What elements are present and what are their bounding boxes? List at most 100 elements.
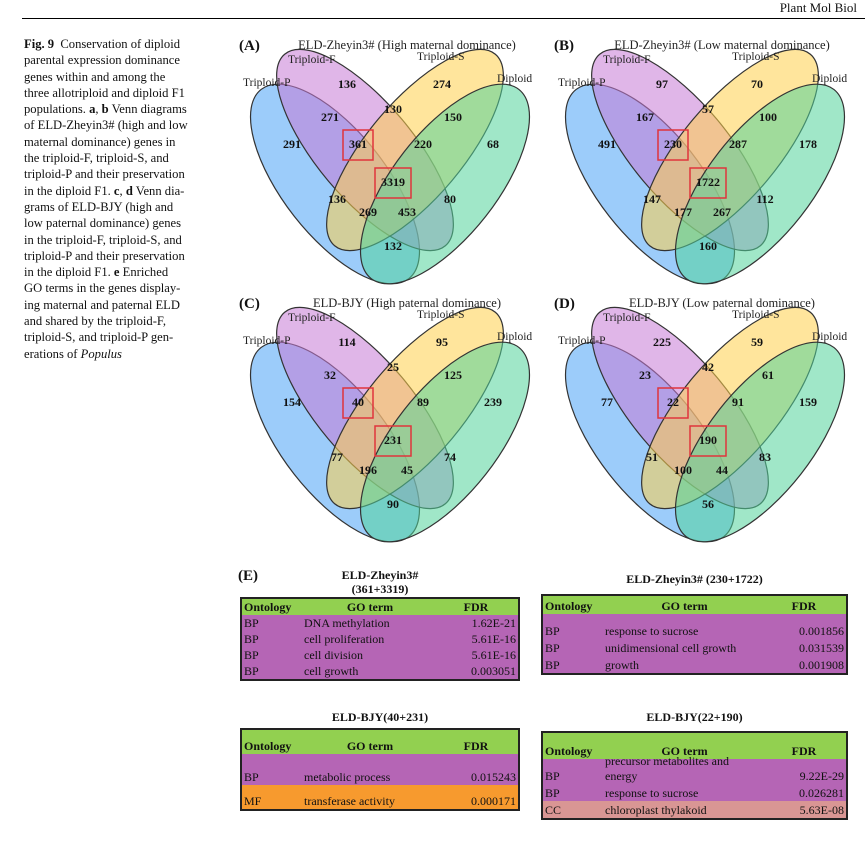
caption-text: d bbox=[125, 183, 133, 198]
set-label-p: Triploid-P bbox=[243, 335, 291, 347]
caption-text: populations. bbox=[24, 102, 90, 117]
caption-text: Fig. 9 bbox=[24, 37, 55, 51]
caption-text: Venn dia- bbox=[132, 183, 185, 198]
region-count-d: 178 bbox=[799, 137, 817, 151]
ontology-cell: MF bbox=[244, 794, 262, 808]
column-header: Ontology bbox=[244, 600, 292, 614]
go-table-title: ELD-Zheyin3# (361+3319) bbox=[341, 568, 419, 596]
ontology-cell: BP bbox=[244, 648, 259, 662]
go-table-title: ELD-Zheyin3# (230+1722) bbox=[626, 572, 763, 586]
venn-panel-c: (C) ELD-BJY (High paternal dominance) Trip… bbox=[235, 292, 550, 550]
region-count-pfsd: 3319 bbox=[381, 175, 405, 189]
caption-text: c bbox=[113, 183, 120, 198]
set-label-d: Diploid bbox=[497, 73, 532, 85]
region-count-fd: 80 bbox=[444, 192, 456, 206]
go-table-title: ELD-BJY(40+231) bbox=[331, 710, 429, 724]
region-count-d: 159 bbox=[799, 395, 817, 409]
region-count-pfsd: 1722 bbox=[696, 175, 720, 189]
panel-letter: (B) bbox=[554, 38, 574, 54]
go-term-cell: transferase activity bbox=[304, 794, 395, 808]
ontology-cell: CC bbox=[545, 803, 562, 817]
region-count-pfs: 230 bbox=[664, 137, 682, 151]
venn-panel-a: (A) ELD-Zheyin3# (High maternal dominance… bbox=[235, 34, 550, 292]
region-count-fs: 42 bbox=[702, 360, 714, 374]
caption-text: triploid-S, and triploid-P gen- bbox=[24, 330, 174, 345]
panel-title: ELD-Zheyin3# (Low maternal dominance) bbox=[614, 38, 830, 52]
fdr-cell: 0.003051 bbox=[471, 664, 516, 678]
caption-text: Conservation of diploid bbox=[54, 37, 181, 51]
caption-text: e bbox=[113, 265, 120, 280]
venn-diagram: (A) ELD-Zheyin3# (High maternal dominance… bbox=[239, 38, 532, 285]
set-label-f: Triploid-F bbox=[288, 54, 336, 66]
caption-text: , bbox=[95, 102, 102, 117]
table-header: Ontology GO term FDR bbox=[543, 596, 846, 614]
region-count-d: 68 bbox=[487, 137, 499, 151]
set-ellipse-d bbox=[674, 83, 846, 285]
set-label-s: Triploid-S bbox=[732, 51, 780, 63]
ontology-cell: BP bbox=[545, 641, 560, 655]
caption-line: in the triploid-F, triploid-S, and bbox=[24, 232, 224, 248]
ontology-cell: BP bbox=[545, 658, 560, 672]
set-label-f: Triploid-F bbox=[603, 312, 651, 324]
region-count-sd: 150 bbox=[444, 110, 462, 124]
fdr-cell: 0.000171 bbox=[471, 794, 516, 808]
region-count-sd: 100 bbox=[759, 110, 777, 124]
caption-text: GO terms in the genes display- bbox=[24, 281, 181, 296]
caption-text: in the diploid F1. bbox=[24, 265, 114, 280]
region-count-p: 491 bbox=[598, 137, 616, 151]
caption-text: Enriched bbox=[119, 265, 169, 280]
caption-text: a bbox=[89, 102, 96, 117]
table-row: BP DNA methylation 1.62E-21 bbox=[242, 615, 518, 631]
highlight-box bbox=[689, 425, 727, 457]
ontology-cell: BP bbox=[545, 624, 560, 638]
caption-text: the triploid-F, triploid-S, and bbox=[24, 151, 169, 166]
region-count-pf: 23 bbox=[639, 368, 651, 382]
region-count-pfs: 40 bbox=[352, 395, 364, 409]
caption-line: ing maternal and paternal ELD bbox=[24, 297, 224, 313]
region-count-pf: 32 bbox=[324, 368, 336, 382]
region-count-ps: 51 bbox=[646, 450, 658, 464]
region-count-pfd: 44 bbox=[716, 463, 728, 477]
go-term-cell: growth bbox=[605, 658, 639, 672]
panel-title: ELD-Zheyin3# (High maternal dominance) bbox=[298, 38, 516, 52]
go-term-cell: metabolic process bbox=[304, 770, 391, 784]
table-row: BP cell growth 0.003051 bbox=[242, 663, 518, 679]
region-count-psd: 196 bbox=[359, 463, 377, 477]
region-count-pfd: 45 bbox=[401, 463, 413, 477]
region-count-pfs: 22 bbox=[667, 395, 679, 409]
caption-line: the triploid-F, triploid-S, and bbox=[24, 150, 224, 166]
region-count-psd: 269 bbox=[359, 205, 377, 219]
caption-line: erations of Populus bbox=[24, 346, 224, 362]
fdr-cell: 0.031539 bbox=[799, 641, 844, 655]
go-term-cell: chloroplast thylakoid bbox=[605, 803, 707, 817]
caption-line: triploid-P and their preservation bbox=[24, 166, 224, 182]
caption-text: triploid-P and their preservation bbox=[24, 167, 185, 182]
table-row: BP unidimensional cell growth 0.031539 bbox=[543, 639, 846, 656]
caption-text: of ELD-Zheyin3# (high and low bbox=[24, 118, 188, 133]
fdr-cell: 0.001908 bbox=[799, 658, 844, 672]
column-header: FDR bbox=[791, 744, 817, 758]
fdr-cell: 1.62E-21 bbox=[471, 616, 516, 630]
column-header: GO term bbox=[346, 600, 394, 614]
caption-line: triploid-S, and triploid-P gen- bbox=[24, 329, 224, 345]
go-term-cell: DNA methylation bbox=[304, 616, 390, 630]
go-table: Ontology GO term FDR BP DNA methylation 1.62E… bbox=[240, 597, 520, 681]
table-row: MF transferase activity 0.000171 bbox=[242, 785, 518, 809]
caption-line: populations. a, b Venn diagrams bbox=[24, 101, 224, 117]
caption-text: and shared by the triploid-F, bbox=[24, 314, 167, 329]
venn-panel-b: (B) ELD-Zheyin3# (Low maternal dominance)… bbox=[550, 34, 865, 292]
table-row: BP precursor metabolites and energy 9.22E-… bbox=[543, 754, 846, 784]
set-label-p: Triploid-P bbox=[558, 335, 606, 347]
region-count-ps: 147 bbox=[643, 192, 661, 206]
region-count-sd: 61 bbox=[762, 368, 774, 382]
fdr-cell: 9.22E-29 bbox=[799, 769, 844, 783]
region-count-pd: 90 bbox=[387, 497, 399, 511]
set-ellipse-d bbox=[359, 341, 531, 543]
region-count-pf: 271 bbox=[321, 110, 339, 124]
region-count-sd: 125 bbox=[444, 368, 462, 382]
highlight-box bbox=[657, 387, 689, 419]
caption-text: low paternal dominance) genes bbox=[24, 216, 182, 231]
caption-text: in the diploid F1. bbox=[24, 183, 114, 198]
go-term-cell: cell proliferation bbox=[304, 632, 385, 646]
table-row: BP growth 0.001908 bbox=[543, 656, 846, 673]
